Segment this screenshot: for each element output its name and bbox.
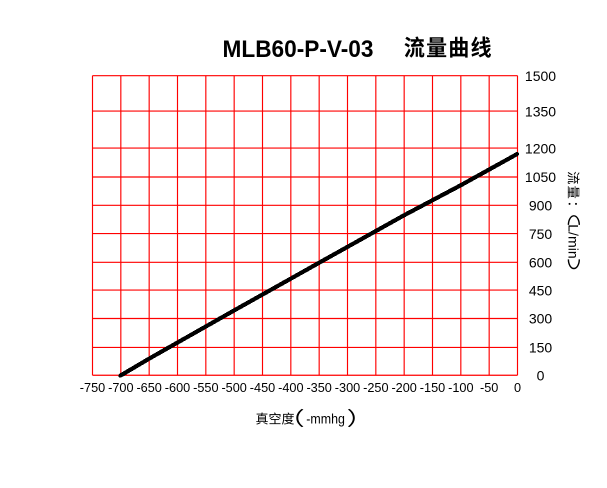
svg-text:1200: 1200: [525, 140, 556, 156]
svg-text:600: 600: [529, 255, 553, 271]
svg-text:-50: -50: [480, 381, 498, 395]
svg-text:1350: 1350: [525, 103, 556, 119]
svg-text:-300: -300: [335, 381, 360, 395]
svg-text:-100: -100: [448, 381, 473, 395]
svg-text:-450: -450: [250, 381, 275, 395]
svg-text:-250: -250: [363, 381, 388, 395]
svg-text:-400: -400: [278, 381, 303, 395]
svg-text:1050: 1050: [525, 169, 556, 185]
svg-text:150: 150: [529, 340, 553, 356]
svg-text:-750: -750: [80, 381, 105, 395]
svg-text:750: 750: [529, 226, 553, 242]
svg-text:-550: -550: [193, 381, 218, 395]
svg-text:-350: -350: [306, 381, 331, 395]
svg-text:300: 300: [529, 311, 553, 327]
svg-text:L/min: L/min: [566, 224, 582, 259]
svg-text:0: 0: [514, 381, 521, 395]
svg-text:450: 450: [529, 282, 553, 298]
svg-text:-700: -700: [108, 381, 133, 395]
svg-text:-650: -650: [136, 381, 161, 395]
svg-text:-600: -600: [165, 381, 190, 395]
svg-text:-200: -200: [391, 381, 416, 395]
svg-text:-150: -150: [420, 381, 445, 395]
svg-text:900: 900: [529, 198, 553, 214]
svg-text:-mmhg: -mmhg: [306, 410, 345, 426]
svg-text:-500: -500: [221, 381, 246, 395]
svg-text:0: 0: [537, 367, 545, 383]
svg-text:MLB60-P-V-03: MLB60-P-V-03: [223, 36, 374, 63]
svg-text:1500: 1500: [525, 68, 556, 84]
